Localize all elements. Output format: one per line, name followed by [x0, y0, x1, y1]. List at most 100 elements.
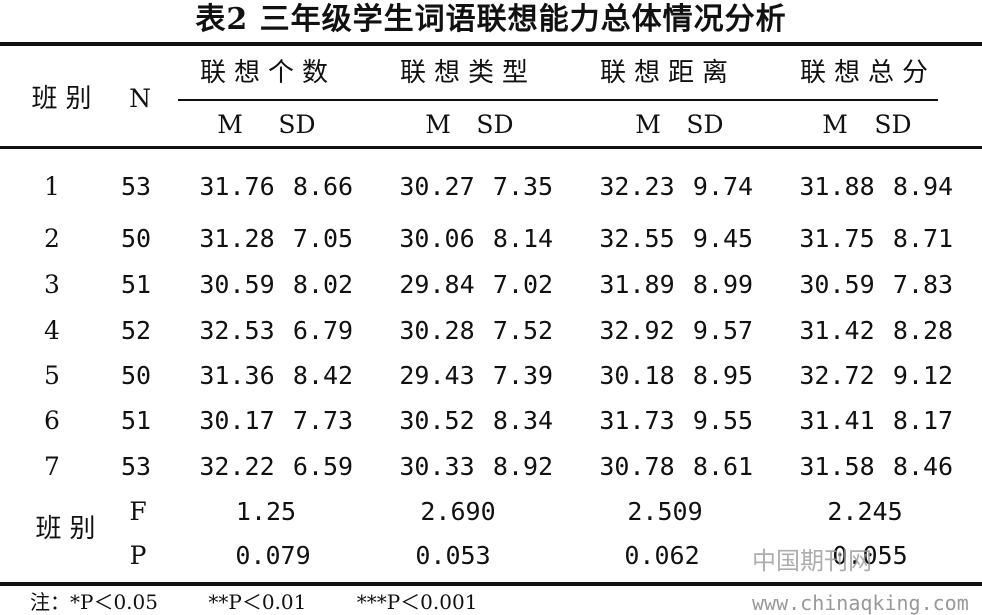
row-value: 7.39	[492, 361, 554, 390]
header-group-total: 联想总分	[799, 58, 936, 88]
row-value: 31.88	[799, 172, 875, 201]
stats-f-value: 1.25	[235, 497, 297, 526]
row-value: 8.66	[292, 172, 354, 201]
row-value: 8.42	[292, 361, 354, 390]
row-value: 32.55	[599, 224, 675, 253]
stats-f-label: F	[129, 497, 147, 526]
table-title: 表2 三年级学生词语联想能力总体情况分析	[195, 2, 787, 37]
row-value: 31.28	[199, 224, 275, 253]
note-item: ***P＜0.001	[356, 590, 478, 614]
header-subrule	[178, 99, 938, 101]
row-value: 7.52	[492, 316, 554, 345]
row-value: 30.52	[399, 406, 475, 435]
row-value: 9.45	[692, 224, 754, 253]
stats-f-value: 2.509	[627, 497, 703, 526]
row-value: 30.27	[399, 172, 475, 201]
row-value: 9.55	[692, 406, 754, 435]
row-value: 8.94	[892, 172, 954, 201]
row-value: 7.83	[892, 270, 954, 299]
stats-p-value: 0.079	[235, 541, 311, 570]
table-note: 注：*P＜0.05 **P＜0.01 ***P＜0.001	[30, 589, 521, 615]
watermark-cn: 中国期刊网	[752, 547, 872, 575]
note-item: 注：*P＜0.05	[30, 590, 158, 614]
row-value: 31.89	[599, 270, 675, 299]
row-value: 29.43	[399, 361, 475, 390]
row-value: 31.58	[799, 452, 875, 481]
row-n: 53	[120, 172, 152, 201]
row-n: 50	[120, 361, 152, 390]
row-value: 8.17	[892, 406, 954, 435]
row-class: 7	[44, 452, 60, 481]
row-value: 30.59	[799, 270, 875, 299]
stats-p-value: 0.062	[624, 541, 700, 570]
row-value: 31.41	[799, 406, 875, 435]
row-value: 7.73	[292, 406, 354, 435]
row-class: 5	[44, 361, 60, 390]
row-value: 8.71	[892, 224, 954, 253]
row-value: 8.34	[492, 406, 554, 435]
row-value: 32.72	[799, 361, 875, 390]
row-value: 31.75	[799, 224, 875, 253]
header-class: 班别	[31, 84, 100, 114]
header-group-count: 联想个数	[199, 58, 336, 88]
row-value: 29.84	[399, 270, 475, 299]
row-value: 8.61	[692, 452, 754, 481]
row-value: 8.95	[692, 361, 754, 390]
row-value: 32.53	[199, 316, 275, 345]
row-value: 9.12	[892, 361, 954, 390]
row-value: 31.36	[199, 361, 275, 390]
stats-p-value: 0.053	[415, 541, 491, 570]
row-value: 8.14	[492, 224, 554, 253]
row-value: 32.23	[599, 172, 675, 201]
row-n: 53	[120, 452, 152, 481]
row-value: 8.99	[692, 270, 754, 299]
header-group-distance: 联想距离	[599, 58, 736, 88]
stats-f-value: 2.245	[827, 497, 903, 526]
row-value: 30.59	[199, 270, 275, 299]
header-bottom-rule	[0, 146, 982, 149]
row-n: 50	[120, 224, 152, 253]
row-value: 7.05	[292, 224, 354, 253]
row-class: 6	[44, 406, 60, 435]
row-class: 2	[44, 224, 60, 253]
stats-class-label: 班别	[35, 514, 104, 544]
row-class: 4	[44, 316, 60, 345]
row-value: 6.79	[292, 316, 354, 345]
row-value: 31.42	[799, 316, 875, 345]
row-value: 30.18	[599, 361, 675, 390]
stats-p-label: P	[129, 541, 147, 570]
header-n: N	[129, 84, 151, 113]
row-n: 51	[120, 406, 152, 435]
row-value: 8.46	[892, 452, 954, 481]
row-value: 9.57	[692, 316, 754, 345]
header-m: M	[217, 110, 243, 139]
row-n: 51	[120, 270, 152, 299]
row-value: 30.28	[399, 316, 475, 345]
header-sd: SD	[476, 110, 514, 139]
row-class: 3	[44, 270, 60, 299]
stats-p-value: 0.055	[832, 541, 908, 570]
row-value: 8.28	[892, 316, 954, 345]
row-value: 7.35	[492, 172, 554, 201]
row-value: 9.74	[692, 172, 754, 201]
header-sd: SD	[686, 110, 724, 139]
watermark-url: www.chinaqking.com	[752, 591, 969, 615]
row-value: 31.73	[599, 406, 675, 435]
row-value: 8.92	[492, 452, 554, 481]
top-rule	[0, 42, 982, 46]
stats-f-value: 2.690	[420, 497, 496, 526]
row-value: 30.33	[399, 452, 475, 481]
row-n: 52	[120, 316, 152, 345]
header-sd: SD	[278, 110, 316, 139]
row-value: 32.22	[199, 452, 275, 481]
header-m: M	[425, 110, 451, 139]
row-value: 8.02	[292, 270, 354, 299]
row-value: 30.17	[199, 406, 275, 435]
row-value: 7.02	[492, 270, 554, 299]
row-value: 31.76	[199, 172, 275, 201]
row-value: 30.78	[599, 452, 675, 481]
row-class: 1	[44, 172, 60, 201]
header-group-type: 联想类型	[399, 58, 536, 88]
row-value: 32.92	[599, 316, 675, 345]
note-item: **P＜0.01	[208, 590, 307, 614]
